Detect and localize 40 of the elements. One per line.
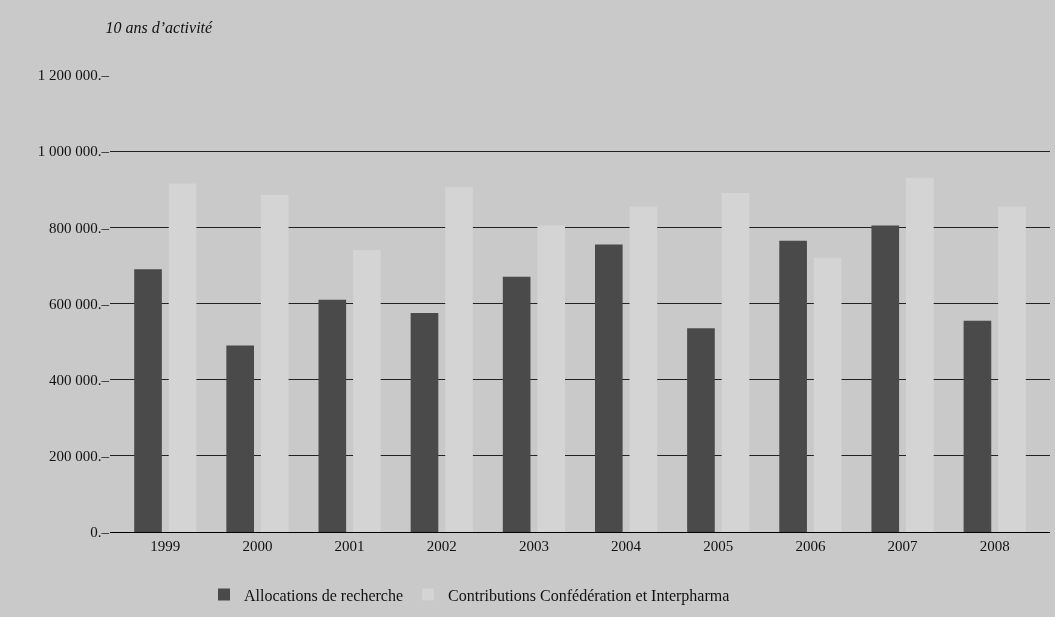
y-tick-label: 0.–	[90, 524, 110, 541]
bar	[226, 345, 254, 532]
bar	[813, 257, 842, 532]
y-tick-label: 200 000.–	[49, 448, 110, 465]
bar	[445, 187, 473, 532]
bar	[998, 206, 1026, 532]
bar	[871, 225, 900, 532]
x-tick-label: 2006	[795, 538, 826, 554]
x-tick-label: 2000	[242, 538, 273, 554]
bar	[318, 299, 347, 532]
bar	[410, 313, 439, 532]
bar	[906, 177, 934, 532]
bar	[134, 269, 162, 532]
x-tick-label: 2007	[887, 538, 919, 554]
legend-label: Contributions Confédération et Interpharma	[448, 586, 730, 605]
x-tick-label: 2003	[518, 538, 549, 554]
x-tick-label: 2001	[334, 538, 365, 554]
bar	[353, 250, 381, 532]
bar	[260, 194, 289, 532]
bar	[502, 276, 531, 532]
bar	[963, 320, 992, 532]
legend-label: Allocations de recherche	[244, 586, 404, 604]
y-tick-label: 1 200 000.–	[37, 67, 110, 84]
bar	[594, 244, 623, 532]
bar	[537, 225, 566, 532]
bar	[721, 193, 750, 532]
x-tick-label: 1999	[150, 538, 181, 554]
y-tick-label: 800 000.–	[49, 219, 110, 236]
bar	[779, 240, 807, 532]
y-tick-label: 600 000.–	[49, 295, 110, 312]
bar	[687, 328, 715, 532]
x-tick-label: 2008	[979, 538, 1010, 554]
bar	[168, 183, 197, 532]
x-tick-label: 2005	[703, 538, 734, 554]
y-tick-label: 1 000 000.–	[37, 143, 110, 160]
bar	[629, 206, 658, 532]
y-tick-label: 400 000.–	[49, 371, 110, 388]
x-tick-label: 2002	[426, 538, 457, 554]
chart-title: 10 ans d’activité	[105, 18, 214, 36]
x-tick-label: 2004	[611, 538, 642, 554]
